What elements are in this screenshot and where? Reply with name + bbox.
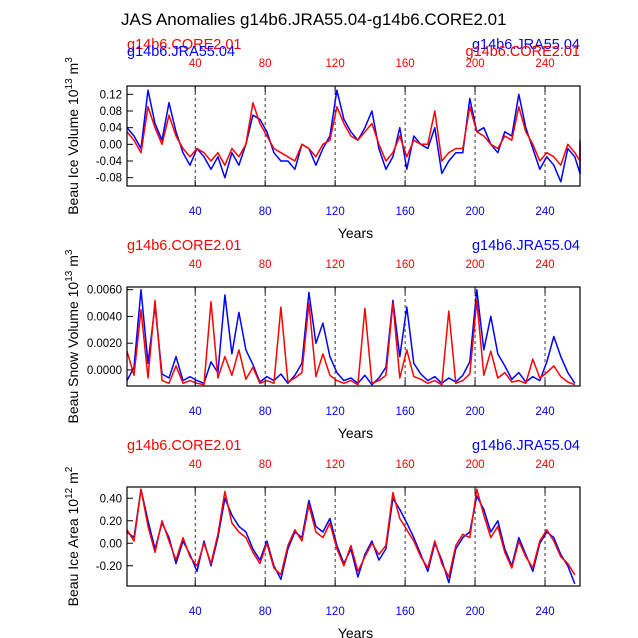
- y-tick-label: 0.00: [100, 538, 122, 550]
- x-tick-label-bottom: 80: [259, 206, 272, 218]
- panel-3: 0.40 0.20 0.00 -0.20 40 40 80 80 120 120 160 160 200…: [64, 438, 581, 638]
- x-tick-label-top: 160: [396, 459, 415, 471]
- x-tick-label-bottom: 240: [535, 606, 554, 618]
- y-tick-label: -0.04: [96, 156, 123, 168]
- case-label-jra: g14b6.JRA55.04: [472, 37, 580, 53]
- x-axis-title: Years: [338, 625, 373, 638]
- case-label-core: g14b6.CORE2.01: [127, 438, 241, 454]
- x-tick-label-top: 240: [535, 259, 554, 271]
- case-label-jra-overlap: g14b6.JRA55.04: [127, 44, 235, 60]
- plot-frame: [126, 486, 581, 587]
- x-tick-label-bottom: 240: [535, 406, 554, 418]
- panel-2: 0.0060 0.0040 0.0020 0.0000 40 40 80 80 120 120 16…: [64, 238, 581, 441]
- x-tick-label-top: 240: [535, 58, 554, 70]
- series-line-g14b6-jra55-04: [126, 288, 576, 386]
- case-label-jra: g14b6.JRA55.04: [472, 438, 580, 454]
- series-line-g14b6-jra55-04: [126, 488, 576, 585]
- x-tick-label-top: 80: [259, 259, 272, 271]
- y-tick-label: -0.20: [96, 561, 122, 573]
- x-tick-label-bottom: 120: [326, 206, 345, 218]
- x-axis-title: Years: [338, 425, 373, 441]
- y-tick-label: 0.0040: [87, 311, 122, 323]
- series-line-g14b6-core2-01: [126, 299, 576, 386]
- y-tick-label: 0.08: [100, 106, 122, 118]
- x-tick-label-top: 40: [189, 58, 202, 70]
- y-axis-title: Beau Ice Area 1012 m2: [64, 466, 81, 606]
- x-tick-label-top: 200: [465, 58, 484, 70]
- x-tick-label-bottom: 80: [259, 606, 272, 618]
- x-axis-title: Years: [338, 225, 373, 241]
- x-tick-label-bottom: 160: [396, 606, 415, 618]
- x-tick-label-top: 120: [326, 58, 345, 70]
- plot-frame: [126, 286, 581, 387]
- x-tick-label-top: 120: [326, 259, 345, 271]
- y-tick-label: 0.12: [100, 89, 122, 101]
- y-tick-label: 0.40: [100, 493, 122, 505]
- plot-frame: [126, 85, 581, 187]
- x-tick-label-bottom: 120: [326, 406, 345, 418]
- x-tick-label-top: 80: [259, 459, 272, 471]
- x-tick-label-bottom: 200: [465, 406, 484, 418]
- y-tick-label: 0.04: [100, 123, 123, 135]
- x-tick-label-top: 200: [465, 459, 484, 471]
- y-tick-label: 0.0000: [87, 365, 122, 377]
- y-axis-title: Beau Ice Volume 1013 m3: [64, 57, 81, 215]
- case-label-core: g14b6.CORE2.01: [127, 37, 241, 53]
- x-tick-label-top: 40: [189, 259, 202, 271]
- x-tick-label-bottom: 160: [396, 206, 415, 218]
- case-label-core: g14b6.CORE2.01: [127, 238, 241, 254]
- y-tick-label: 0.00: [100, 139, 122, 151]
- x-tick-label-bottom: 40: [189, 206, 202, 218]
- y-tick-label: -0.08: [96, 173, 122, 185]
- x-tick-label-top: 40: [189, 459, 202, 471]
- x-tick-label-bottom: 200: [465, 206, 484, 218]
- x-tick-label-top: 120: [326, 459, 345, 471]
- panel-1: 0.12 0.08 0.04 0.00 -0.04 -0.08 40 40 80 80 120 120…: [64, 37, 581, 241]
- x-tick-label-top: 200: [465, 259, 484, 271]
- x-tick-label-top: 160: [396, 58, 415, 70]
- y-axis-title: Beau Snow Volume 1013 m3: [64, 249, 81, 423]
- x-tick-label-top: 160: [396, 259, 415, 271]
- x-tick-label-bottom: 80: [259, 406, 272, 418]
- case-label-core-overlap: g14b6.CORE2.01: [466, 44, 580, 60]
- x-tick-label-bottom: 160: [396, 406, 415, 418]
- series-line-g14b6-core2-01: [126, 488, 576, 578]
- y-tick-label: 0.20: [100, 516, 122, 528]
- y-tick-label: 0.0060: [87, 285, 122, 297]
- x-tick-label-bottom: 40: [189, 406, 202, 418]
- y-tick-label: 0.0020: [87, 338, 122, 350]
- case-label-jra: g14b6.JRA55.04: [472, 238, 580, 254]
- x-tick-label-top: 240: [535, 459, 554, 471]
- x-tick-label-bottom: 40: [189, 606, 202, 618]
- x-tick-label-bottom: 240: [535, 206, 554, 218]
- series-line-g14b6-core2-01: [126, 101, 581, 166]
- figure-title: JAS Anomalies g14b6.JRA55.04-g14b6.CORE2…: [121, 10, 507, 29]
- x-tick-label-top: 80: [259, 58, 272, 70]
- x-tick-label-bottom: 120: [326, 606, 345, 618]
- x-tick-label-bottom: 200: [465, 606, 484, 618]
